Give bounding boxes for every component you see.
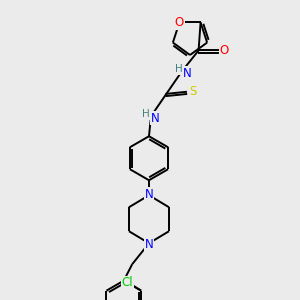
Text: O: O	[220, 44, 229, 57]
Text: S: S	[189, 85, 197, 98]
Text: O: O	[175, 16, 184, 29]
Text: N: N	[145, 188, 153, 201]
Text: N: N	[151, 112, 159, 125]
Text: N: N	[145, 238, 153, 251]
Text: N: N	[182, 67, 191, 80]
Text: H: H	[175, 64, 183, 74]
Text: Cl: Cl	[121, 276, 133, 289]
Text: H: H	[142, 109, 150, 119]
